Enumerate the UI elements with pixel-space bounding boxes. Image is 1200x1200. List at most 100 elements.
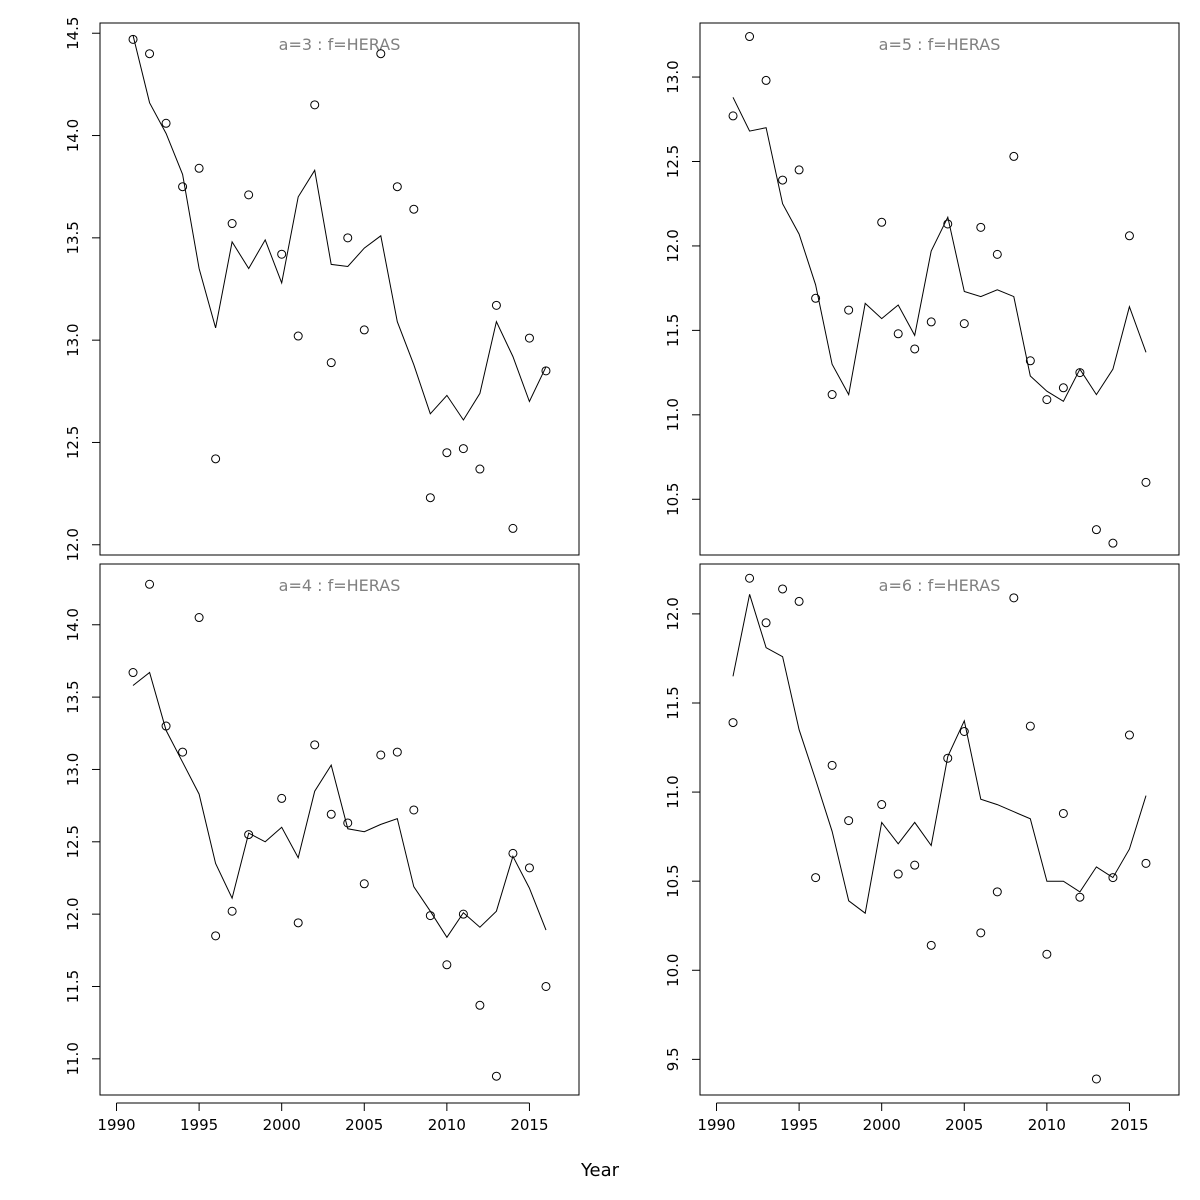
- chart-3-fitted-line: [732, 594, 1147, 915]
- chart-3-y-tick-label: 10.5: [664, 864, 682, 897]
- panel-a4: a=4 : f=HERAS 11.0 11.5 12.0 12.5 13.0 13.5 14.…: [64, 563, 580, 1134]
- chart-0-y-tick-label: 13.0: [64, 323, 82, 356]
- chart-3-x-tick-label: 2010: [1028, 1116, 1066, 1134]
- chart-2-observed-point: [376, 750, 386, 760]
- chart-3-observed-point: [959, 726, 969, 736]
- chart-3-title: a=6 : f=HERAS: [879, 576, 1001, 595]
- chart-1-observed-point: [827, 390, 837, 400]
- chart-2-y-tick-label: 13.5: [64, 680, 82, 713]
- panel-a5: a=5 : f=HERAS 10.5 11.0 11.5 12.0 12.5 13.0: [664, 22, 1180, 556]
- chart-2-x-tick-label: 2005: [345, 1116, 383, 1134]
- chart-3-observed-point: [844, 816, 854, 826]
- chart-3-observed-point: [1124, 730, 1134, 740]
- chart-3-observed-point: [1141, 858, 1151, 868]
- chart-1-observed-point: [976, 222, 986, 232]
- chart-2-observed-point: [293, 918, 303, 928]
- chart-0-y-tick-label: 13.5: [64, 221, 82, 254]
- chart-1-observed-point: [745, 32, 755, 42]
- chart-0-observed-point: [458, 444, 468, 454]
- chart-0-observed-point: [475, 464, 485, 474]
- chart-2-y-tick-label: 11.5: [64, 970, 82, 1003]
- chart-0-observed-point: [194, 163, 204, 173]
- chart-3-observed-point: [1058, 808, 1068, 818]
- chart-2-x-tick-label: 2015: [510, 1116, 548, 1134]
- chart-3-observed-point: [778, 584, 788, 594]
- chart-2-observed-point: [211, 931, 221, 941]
- chart-2-observed-point: [326, 809, 336, 819]
- chart-1-observed-point: [959, 319, 969, 329]
- chart-1-fitted-line: [732, 97, 1147, 403]
- chart-1-y-tick-label: 11.5: [664, 314, 682, 347]
- chart-2-observed-point: [425, 911, 435, 921]
- chart-1-observed-point: [844, 305, 854, 315]
- chart-3-observed-point: [1091, 1074, 1101, 1084]
- chart-3-x-tick-label: 1995: [780, 1116, 818, 1134]
- chart-3-y-tick-label: 9.5: [664, 1047, 682, 1071]
- chart-0-observed-point: [376, 49, 386, 59]
- chart-0-observed-point: [442, 448, 452, 458]
- chart-2-observed-point: [458, 909, 468, 919]
- chart-2-y-tick-label: 13.0: [64, 753, 82, 786]
- chart-3-observed-point: [827, 760, 837, 770]
- chart-3-observed-point: [926, 940, 936, 950]
- chart-1-observed-point: [761, 75, 771, 85]
- chart-2-observed-point: [524, 863, 534, 873]
- chart-2-observed-point: [442, 960, 452, 970]
- chart-1-observed-point: [1075, 368, 1085, 378]
- chart-0-observed-point: [524, 333, 534, 343]
- chart-0-observed-point: [277, 249, 287, 259]
- chart-2-x-tick-label: 2000: [263, 1116, 301, 1134]
- chart-3-observed-point: [976, 928, 986, 938]
- chart-2-observed-point: [392, 747, 402, 757]
- chart-2-observed-point: [178, 747, 188, 757]
- chart-0-observed-point: [491, 300, 501, 310]
- chart-3-observed-point: [1075, 892, 1085, 902]
- chart-0-title: a=3 : f=HERAS: [279, 35, 401, 54]
- chart-3-observed-point: [1009, 593, 1019, 603]
- chart-2-observed-point: [194, 613, 204, 623]
- chart-1-title: a=5 : f=HERAS: [879, 35, 1001, 54]
- chart-2-observed-point: [343, 818, 353, 828]
- chart-0-observed-point: [508, 523, 518, 533]
- chart-2-observed-point: [541, 981, 551, 991]
- chart-1-observed-point: [943, 219, 953, 229]
- chart-2-title: a=4 : f=HERAS: [279, 576, 401, 595]
- chart-3-y-tick-label: 12.0: [664, 597, 682, 630]
- chart-0-observed-point: [343, 233, 353, 243]
- chart-2-y-tick-label: 14.0: [64, 608, 82, 641]
- chart-2-y-tick-label: 12.0: [64, 897, 82, 930]
- chart-3-y-tick-label: 11.5: [664, 686, 682, 719]
- chart-3-x-tick-label: 2005: [945, 1116, 983, 1134]
- chart-0-observed-point: [227, 219, 237, 229]
- chart-1-observed-point: [1025, 356, 1035, 366]
- chart-3-observed-point: [992, 887, 1002, 897]
- chart-1-y-tick-label: 12.5: [664, 145, 682, 178]
- chart-2-y-tick-label: 12.5: [64, 825, 82, 858]
- chart-0-observed-point: [359, 325, 369, 335]
- chart-2-observed-point: [128, 668, 138, 678]
- chart-3-observed-point: [893, 869, 903, 879]
- chart-2-y-tick-label: 11.0: [64, 1042, 82, 1075]
- chart-2-observed-point: [475, 1000, 485, 1010]
- chart-3-x-tick-label: 2015: [1110, 1116, 1148, 1134]
- chart-1-observed-point: [1124, 231, 1134, 241]
- chart-1-observed-point: [1009, 151, 1019, 161]
- chart-0-observed-point: [409, 204, 419, 214]
- chart-1-y-tick-label: 13.0: [664, 60, 682, 93]
- chart-3-observed-point: [794, 596, 804, 606]
- chart-0-observed-point: [244, 190, 254, 200]
- x-axis-label: Year: [580, 1160, 620, 1181]
- chart-3-observed-point: [910, 860, 920, 870]
- chart-0-y-tick-label: 14.5: [64, 17, 82, 50]
- chart-0-observed-point: [161, 118, 171, 128]
- chart-0-observed-point: [128, 34, 138, 44]
- chart-3-y-tick-label: 11.0: [664, 775, 682, 808]
- chart-3-observed-point: [745, 573, 755, 583]
- chart-3-observed-point: [1025, 721, 1035, 731]
- chart-1-observed-point: [1108, 538, 1118, 548]
- chart-0-y-tick-label: 14.0: [64, 119, 82, 152]
- chart-0-observed-point: [326, 358, 336, 368]
- chart-2-observed-point: [227, 906, 237, 916]
- chart-1-observed-point: [778, 175, 788, 185]
- chart-0-observed-point: [145, 49, 155, 59]
